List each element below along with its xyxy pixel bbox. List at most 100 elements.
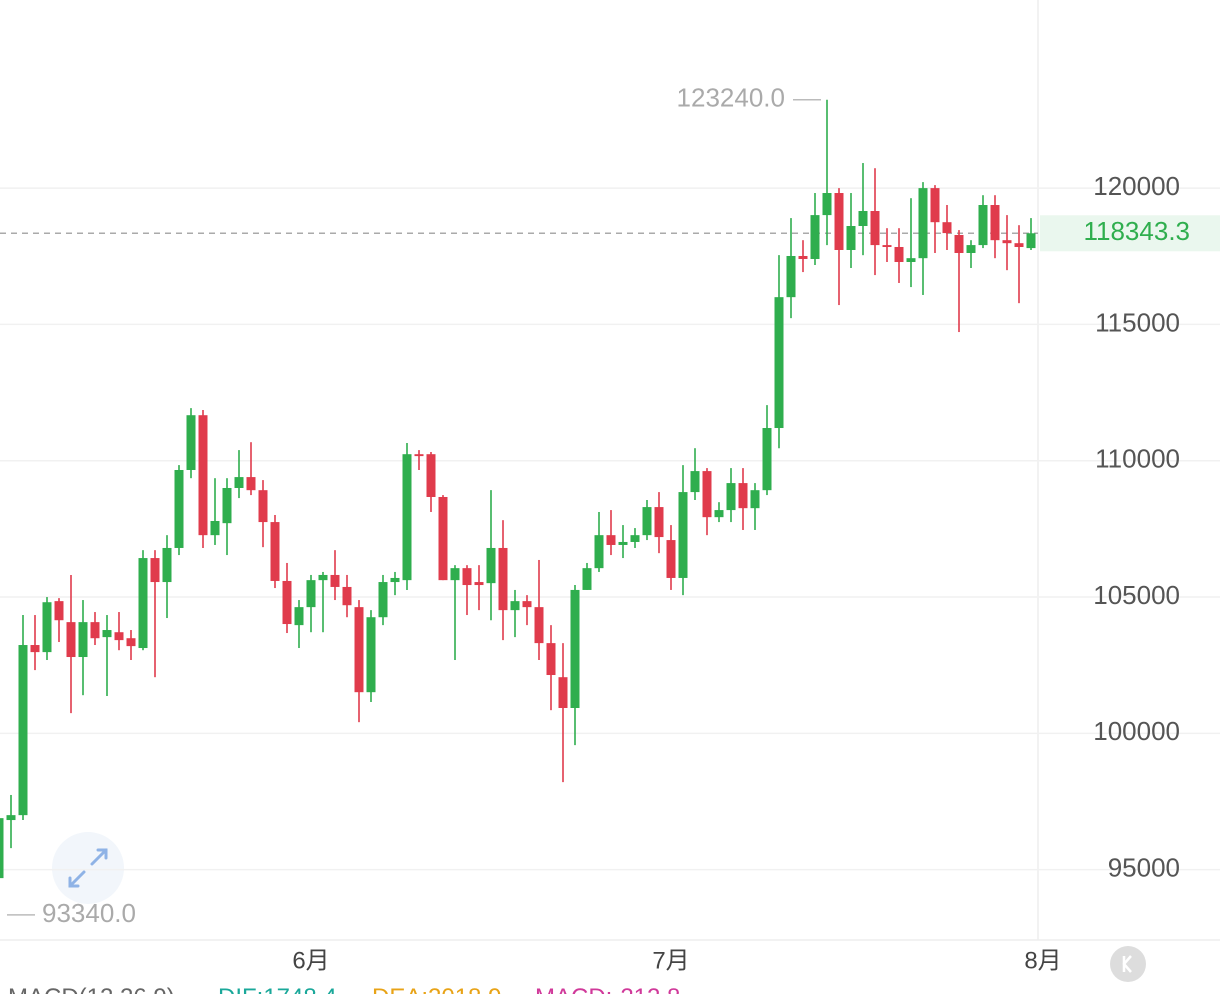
candle-body — [174, 470, 184, 548]
candle-body — [510, 601, 520, 611]
candle-body — [258, 490, 268, 523]
candle-body — [930, 188, 940, 223]
candle-body — [438, 496, 448, 581]
candle-body — [846, 226, 856, 250]
y-tick-label: 120000 — [1093, 171, 1180, 201]
candle-body — [366, 617, 376, 693]
candle-body — [534, 607, 544, 644]
candle-body — [702, 471, 712, 518]
candle-body — [990, 205, 1000, 241]
expand-icon[interactable] — [68, 848, 108, 888]
indicator-macd: MACD:-212.8 — [535, 984, 680, 994]
high-label: 123240.0 — [677, 83, 785, 113]
expand-button[interactable] — [52, 832, 124, 904]
candle-body — [966, 245, 976, 253]
candle-body — [594, 535, 604, 569]
candle-body — [18, 645, 28, 816]
candle-body — [282, 580, 292, 625]
candle-body — [318, 574, 328, 581]
candle-body — [978, 205, 988, 246]
indicator-row: MACD(12,26,9) DIF:1748.4 DEA:2018.9 MACD… — [8, 984, 680, 994]
candle-body — [786, 255, 796, 298]
candle-body — [474, 582, 484, 586]
x-tick-label: 7月 — [652, 947, 689, 974]
candle-body — [1002, 240, 1012, 244]
y-tick-label: 115000 — [1095, 307, 1180, 337]
candle-body — [150, 558, 160, 583]
candle-body — [882, 245, 892, 247]
candle-body — [342, 586, 352, 606]
low-label: 93340.0 — [42, 898, 136, 928]
candle-body — [1026, 233, 1036, 249]
candle-body — [42, 602, 52, 653]
candle-body — [522, 601, 532, 608]
indicator-dea: DEA:2018.9 — [372, 984, 501, 994]
candle-body — [330, 574, 340, 587]
candle-body — [750, 490, 760, 509]
candle-body — [678, 492, 688, 578]
collapse-button[interactable] — [1110, 946, 1146, 982]
candle-body — [210, 520, 220, 536]
collapse-button-bg[interactable] — [1110, 946, 1146, 982]
candle-body — [654, 507, 664, 538]
candle-body — [186, 415, 196, 470]
candle-body — [114, 632, 124, 641]
y-tick-label: 105000 — [1093, 580, 1180, 610]
candle-body — [858, 211, 868, 227]
candle-body — [714, 510, 724, 518]
candle-body — [834, 193, 844, 250]
candle-body — [774, 297, 784, 429]
candle-body — [234, 477, 244, 488]
y-tick-label: 110000 — [1095, 444, 1180, 474]
candle-body — [198, 415, 208, 536]
candle-body — [642, 507, 652, 536]
candle-body — [690, 471, 700, 493]
candle-body — [30, 645, 40, 653]
candle-body — [66, 622, 76, 658]
indicator-name: MACD(12,26,9) — [8, 984, 175, 994]
candle-body — [762, 428, 772, 491]
candle-body — [306, 580, 316, 608]
candle-body — [618, 541, 628, 545]
candle-body — [822, 193, 832, 216]
candle-body — [378, 582, 388, 618]
y-tick-label: 100000 — [1093, 716, 1180, 746]
candle-body — [486, 547, 496, 584]
last-price-bg — [1040, 215, 1220, 252]
candle-body — [894, 246, 904, 262]
candle-body — [78, 622, 88, 658]
candle-body — [954, 235, 964, 253]
x-tick-label: 8月 — [1024, 947, 1061, 974]
collapse-icon[interactable] — [1122, 955, 1132, 973]
candle-body — [90, 622, 100, 639]
candle-body — [126, 638, 136, 647]
candle-body — [354, 607, 364, 693]
candle-body — [270, 522, 280, 581]
candle-body — [402, 454, 412, 581]
last-price-label: 118343.3 — [1083, 216, 1190, 246]
candle-body — [918, 188, 928, 259]
candle-body — [606, 535, 616, 545]
candle-body — [54, 601, 64, 621]
candle-body — [0, 818, 4, 879]
candle-body — [102, 630, 112, 638]
candle-body — [390, 577, 400, 583]
candle-body — [870, 211, 880, 246]
candle-body — [558, 677, 568, 708]
expand-button-bg[interactable] — [52, 832, 124, 904]
candle-body — [666, 540, 676, 578]
candle-body — [546, 643, 556, 676]
candle-body — [738, 483, 748, 509]
candle-body — [726, 483, 736, 511]
candle-body — [450, 568, 460, 581]
candle-body — [462, 568, 472, 586]
candle-body — [630, 535, 640, 542]
candle-body — [414, 454, 424, 457]
candle-body — [162, 547, 172, 583]
candle-body — [6, 815, 16, 821]
candle-body — [138, 558, 148, 649]
candle-body — [498, 547, 508, 611]
candle-body — [798, 255, 808, 259]
